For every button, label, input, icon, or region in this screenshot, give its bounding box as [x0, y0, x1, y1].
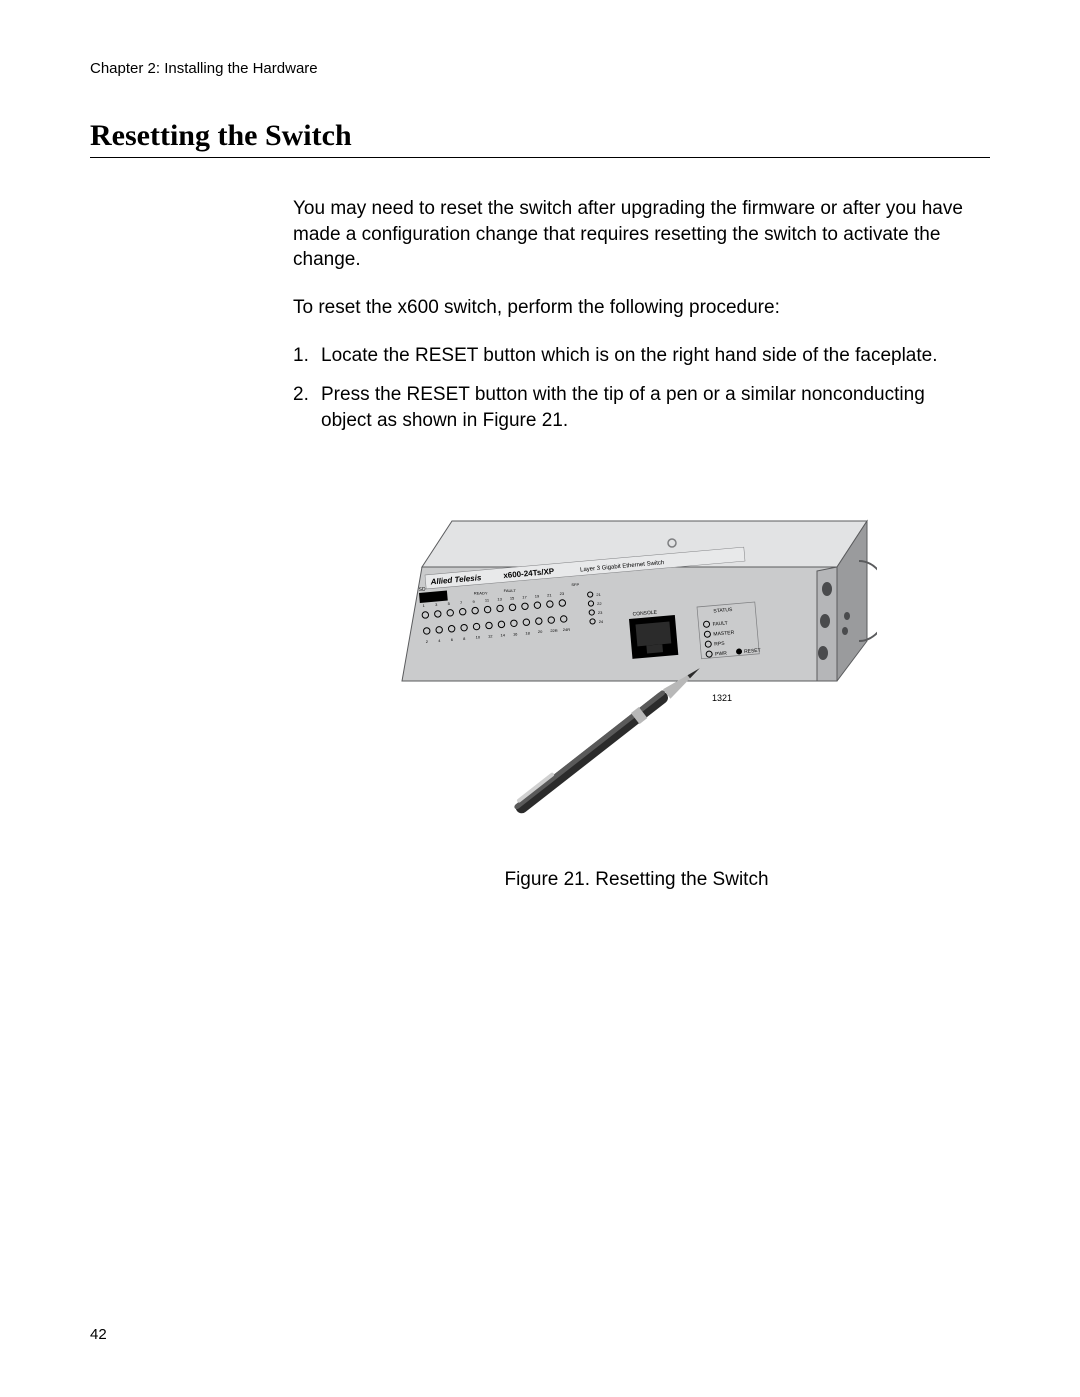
svg-text:12: 12 — [488, 634, 493, 639]
step-number: 1. — [293, 343, 321, 369]
svg-text:21: 21 — [547, 593, 552, 598]
intro-paragraph: You may need to reset the switch after u… — [293, 196, 980, 273]
svg-text:21: 21 — [596, 592, 601, 597]
svg-text:RPS: RPS — [714, 641, 725, 648]
device-figure: Allied Telesis x600-24Ts/XP Layer 3 Giga… — [397, 481, 877, 841]
body-content: You may need to reset the switch after u… — [293, 196, 980, 893]
console-port: CONSOLE — [628, 609, 678, 660]
svg-text:13: 13 — [497, 597, 502, 602]
chapter-header: Chapter 2: Installing the Hardware — [90, 60, 990, 77]
svg-text:24R: 24R — [562, 628, 569, 633]
svg-text:22R: 22R — [550, 629, 557, 634]
svg-text:23: 23 — [597, 610, 602, 615]
svg-text:23: 23 — [559, 592, 564, 597]
svg-text:SD: SD — [418, 587, 426, 594]
figure-ref-number: 1321 — [712, 693, 732, 703]
svg-text:20: 20 — [537, 630, 542, 635]
step-number: 2. — [293, 382, 321, 433]
figure-wrap: Allied Telesis x600-24Ts/XP Layer 3 Giga… — [293, 481, 980, 892]
side-screw — [844, 612, 850, 620]
step-item: 2. Press the RESET button with the tip o… — [293, 382, 980, 433]
pen-icon — [511, 662, 704, 817]
figure-caption: Figure 21. Resetting the Switch — [293, 867, 980, 893]
section-title: Resetting the Switch — [90, 119, 990, 158]
svg-text:14: 14 — [500, 633, 505, 638]
svg-text:22: 22 — [597, 601, 602, 606]
svg-text:17: 17 — [522, 595, 527, 600]
procedure-lead: To reset the x600 switch, perform the fo… — [293, 295, 980, 321]
side-screw — [842, 627, 848, 635]
svg-text:16: 16 — [512, 632, 517, 637]
page-number: 42 — [90, 1326, 107, 1343]
bracket-screw — [822, 582, 832, 596]
bracket-screw — [818, 646, 828, 660]
step-item: 1. Locate the RESET button which is on t… — [293, 343, 980, 369]
svg-text:PWR: PWR — [714, 651, 727, 658]
svg-text:18: 18 — [525, 631, 530, 636]
document-page: Chapter 2: Installing the Hardware Reset… — [0, 0, 1080, 1397]
step-text: Locate the RESET button which is on the … — [321, 343, 980, 369]
bracket-screw — [820, 614, 830, 628]
step-text: Press the RESET button with the tip of a… — [321, 382, 980, 433]
svg-text:READY: READY — [473, 591, 487, 596]
svg-text:15: 15 — [509, 596, 514, 601]
svg-text:24: 24 — [598, 619, 603, 624]
svg-text:10: 10 — [475, 635, 480, 640]
svg-text:FAULT: FAULT — [503, 589, 516, 594]
svg-text:19: 19 — [534, 594, 539, 599]
svg-text:SFP: SFP — [571, 583, 579, 588]
